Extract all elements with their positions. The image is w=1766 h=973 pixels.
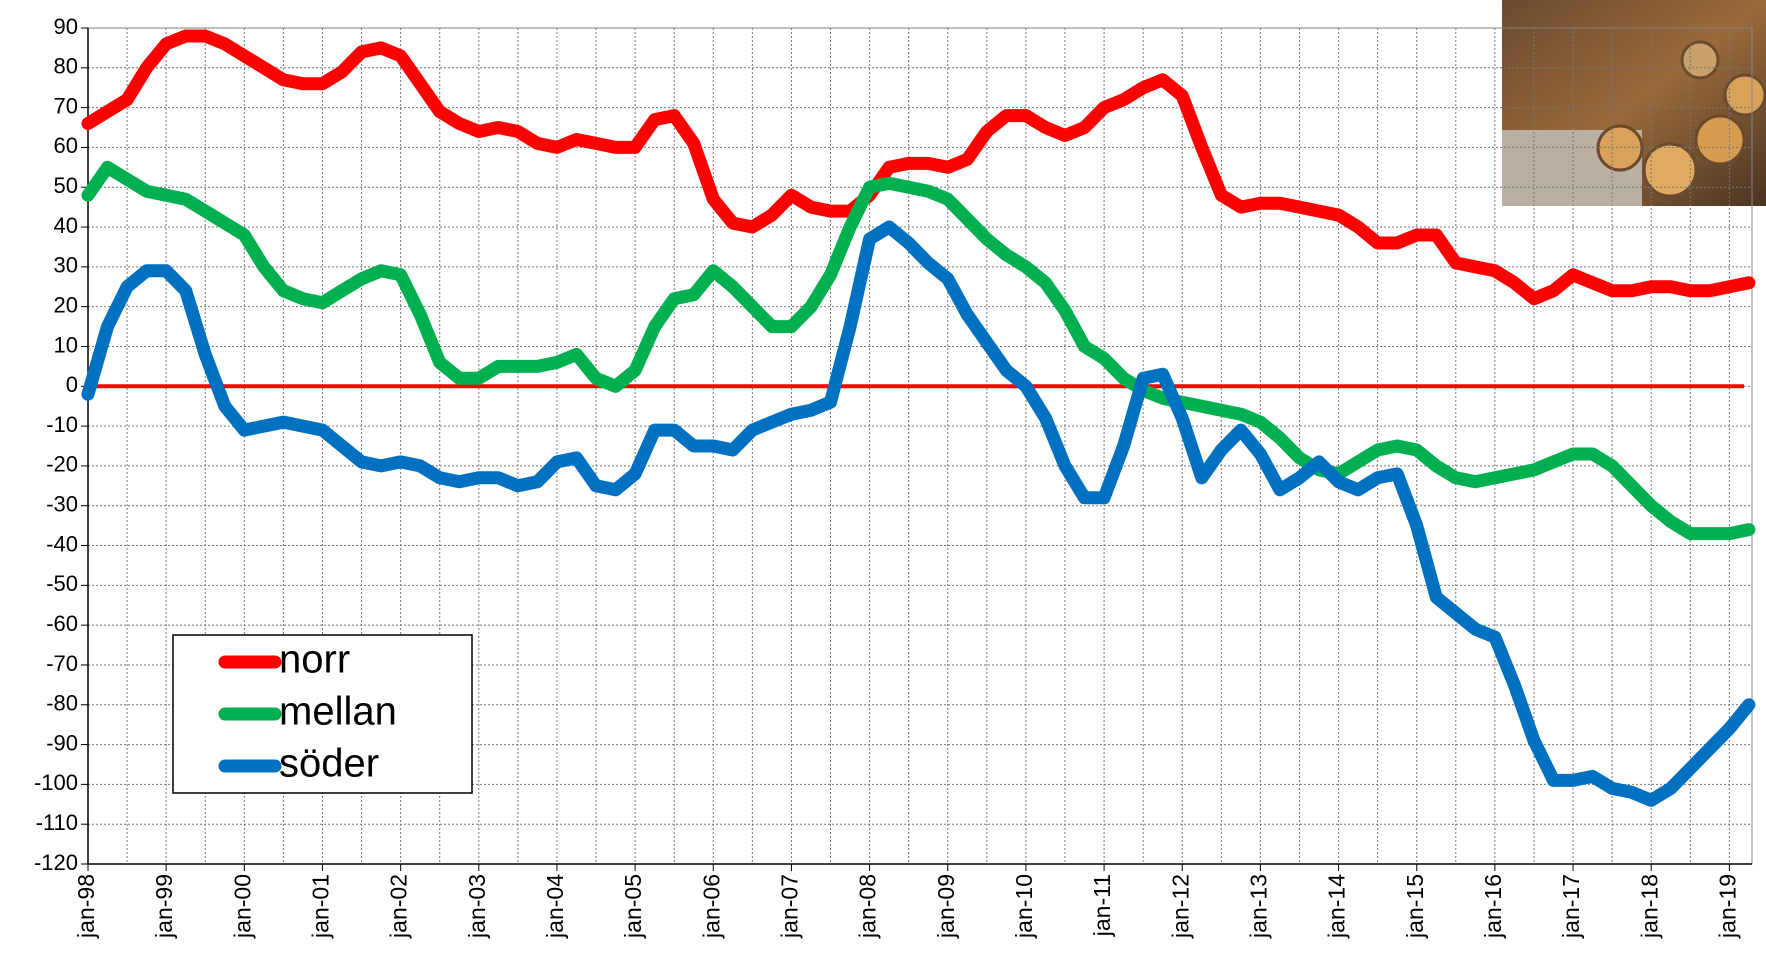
y-tick-label: 20 (54, 292, 78, 317)
x-tick-label: jan-12 (1167, 874, 1193, 939)
x-tick-label: jan-00 (229, 874, 255, 939)
y-tick-label: 80 (54, 54, 78, 79)
x-tick-label: jan-17 (1558, 874, 1584, 939)
x-tick-label: jan-98 (73, 874, 99, 939)
y-tick-label: -110 (36, 810, 78, 835)
y-tick-label: -100 (34, 770, 78, 795)
x-tick-label: jan-04 (542, 874, 568, 939)
y-tick-label: 60 (54, 133, 78, 158)
legend: norr mellan söder (173, 635, 472, 793)
x-tick-label: jan-18 (1636, 874, 1662, 939)
y-tick-label: 30 (54, 253, 78, 278)
y-tick-label: 90 (54, 14, 78, 39)
y-tick-label: -80 (46, 691, 78, 716)
x-tick-label: jan-06 (698, 874, 724, 939)
x-tick-label: jan-15 (1402, 874, 1428, 939)
y-tick-label: 50 (54, 173, 78, 198)
chart: -120-110-100-90-80-70-60-50-40-30-20-100… (0, 0, 1766, 973)
legend-label: mellan (279, 690, 397, 734)
y-tick-label: -40 (46, 531, 78, 556)
y-tick-label: 0 (66, 372, 78, 397)
x-tick-label: jan-16 (1480, 874, 1506, 939)
y-tick-label: -50 (46, 571, 78, 596)
x-tick-label: jan-99 (151, 874, 177, 939)
photo (1502, 0, 1766, 206)
x-tick-label: jan-08 (855, 874, 881, 939)
series-line (88, 167, 1749, 533)
y-tick-label: 10 (54, 332, 78, 357)
x-tick-label: jan-19 (1714, 874, 1740, 939)
y-tick-label: 40 (54, 213, 78, 238)
y-tick-label: -30 (46, 492, 78, 517)
x-tick-label: jan-05 (620, 874, 646, 939)
x-tick-label: jan-11 (1089, 874, 1115, 937)
legend-label: söder (279, 742, 379, 786)
x-tick-label: jan-02 (386, 874, 412, 939)
page: {"chart_data": {"type": "line", "categor… (0, 0, 1766, 973)
y-tick-label: -90 (46, 730, 78, 755)
y-tick-label: 70 (54, 93, 78, 118)
x-tick-label: jan-13 (1245, 874, 1271, 939)
x-tick-label: jan-14 (1324, 874, 1350, 939)
x-tick-label: jan-09 (933, 874, 959, 939)
y-tick-label: -10 (46, 412, 78, 437)
y-tick-label: -60 (46, 611, 78, 636)
y-tick-label: -120 (34, 850, 78, 875)
legend-label: norr (279, 638, 350, 682)
x-tick-label: jan-03 (464, 874, 490, 939)
x-tick-label: jan-07 (777, 874, 803, 939)
y-tick-label: -20 (46, 452, 78, 477)
y-tick-label: -70 (46, 651, 78, 676)
x-tick-label: jan-10 (1011, 874, 1037, 939)
x-tick-label: jan-01 (308, 874, 334, 939)
